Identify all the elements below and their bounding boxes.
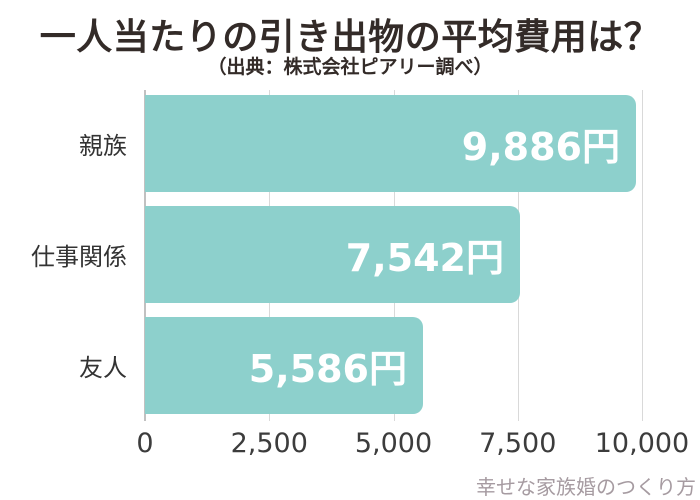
category-label: 仕事関係: [31, 243, 127, 271]
x-axis-tick-label: 2,500: [230, 428, 308, 459]
x-axis-tick-label: 7,500: [479, 428, 557, 459]
bar: 7,542円: [145, 206, 520, 303]
category-label: 友人: [79, 354, 127, 382]
bar-value-label: 5,586円: [248, 347, 407, 391]
bar: 9,886円: [145, 95, 636, 192]
x-axis-tick-label: 10,000: [594, 428, 690, 459]
chart-title: 一人当たりの引き出物の平均費用は？: [39, 17, 661, 58]
chart-subtitle: （出典：株式会社ピアリー調べ）: [207, 56, 493, 78]
x-axis-tick-label: 0: [136, 428, 154, 459]
bar-value-label: 7,542円: [345, 236, 504, 280]
gridline: [642, 90, 643, 421]
watermark: 幸せな家族婚のつくり方: [476, 475, 696, 499]
x-axis-tick-label: 5,000: [354, 428, 433, 459]
category-label: 親族: [79, 132, 127, 160]
bar-value-label: 9,886円: [461, 125, 620, 169]
bar: 5,586円: [145, 317, 423, 414]
